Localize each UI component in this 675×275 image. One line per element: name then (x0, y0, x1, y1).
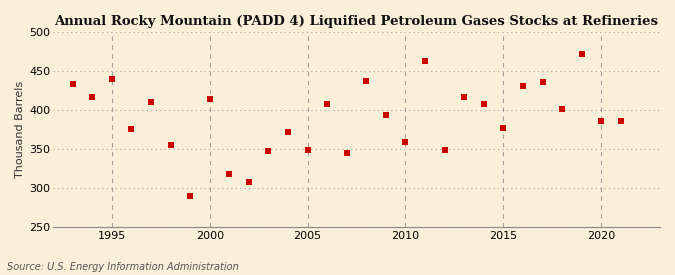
Point (107, 76, 117, 81)
Point (342, 151, 352, 156)
Point (479, 102, 489, 106)
Point (381, 113, 392, 117)
Point (283, 130, 294, 134)
Point (302, 148, 313, 152)
Point (68, 82, 78, 86)
Y-axis label: Thousand Barrels: Thousand Barrels (15, 81, 25, 178)
Point (165, 143, 176, 147)
Point (537, 79, 548, 84)
Title: Annual Rocky Mountain (PADD 4) Liquified Petroleum Gases Stocks at Refineries: Annual Rocky Mountain (PADD 4) Liquified… (55, 15, 659, 28)
Text: Source: U.S. Energy Information Administration: Source: U.S. Energy Information Administ… (7, 262, 238, 272)
Point (459, 95, 470, 100)
Point (557, 107, 568, 111)
Point (420, 59, 431, 63)
Point (244, 180, 254, 185)
Point (518, 84, 529, 89)
Point (185, 194, 196, 199)
Point (263, 149, 274, 153)
Point (361, 79, 372, 83)
Point (439, 147, 450, 152)
Point (400, 140, 411, 145)
Point (498, 125, 509, 130)
Point (224, 171, 235, 176)
Point (596, 119, 607, 123)
Point (322, 101, 333, 106)
Point (146, 100, 157, 104)
Point (87, 95, 98, 100)
Point (126, 127, 137, 131)
Point (205, 97, 215, 101)
Point (576, 51, 587, 56)
Point (616, 119, 626, 124)
